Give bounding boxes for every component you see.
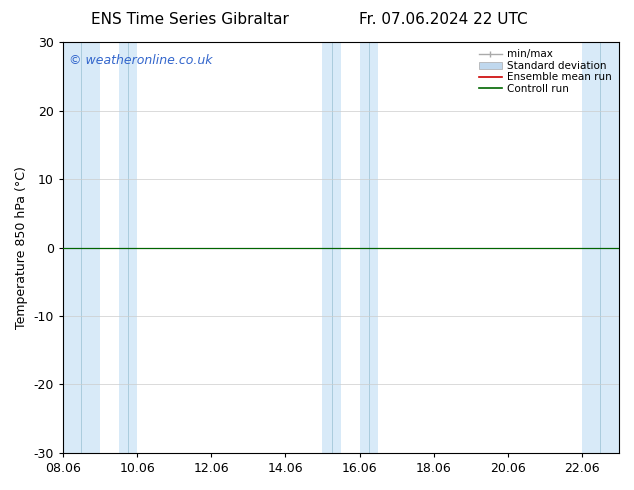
Text: © weatheronline.co.uk: © weatheronline.co.uk: [68, 54, 212, 68]
Text: Fr. 07.06.2024 22 UTC: Fr. 07.06.2024 22 UTC: [359, 12, 528, 27]
Bar: [63, 42, 100, 453]
Bar: [119, 42, 137, 453]
Legend: min/max, Standard deviation, Ensemble mean run, Controll run: min/max, Standard deviation, Ensemble me…: [477, 47, 614, 96]
Y-axis label: Temperature 850 hPa (°C): Temperature 850 hPa (°C): [15, 166, 28, 329]
Bar: [359, 42, 378, 453]
Text: ENS Time Series Gibraltar: ENS Time Series Gibraltar: [91, 12, 289, 27]
Bar: [582, 42, 619, 453]
Bar: [323, 42, 341, 453]
